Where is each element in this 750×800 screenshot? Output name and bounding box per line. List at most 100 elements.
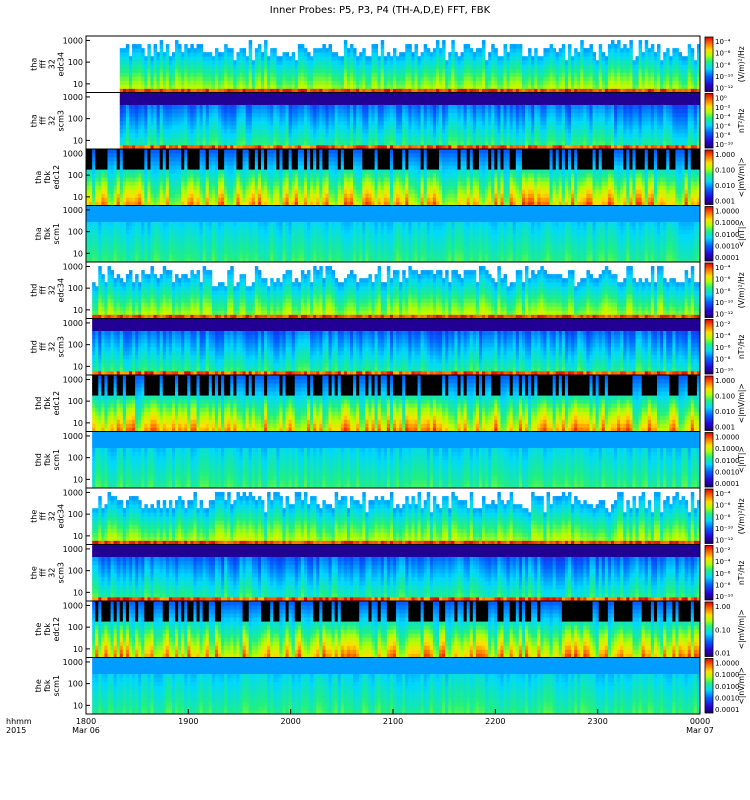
- spectrogram-cell: [491, 105, 494, 109]
- spectrogram-cell: [338, 76, 341, 80]
- spectrogram-cell: [547, 48, 550, 52]
- spectrogram-cell: [448, 137, 451, 141]
- spectrogram-cell: [540, 105, 543, 109]
- spectrogram-cell: [249, 84, 252, 88]
- spectrogram-cell: [224, 72, 227, 76]
- spectrogram-cell: [562, 68, 565, 72]
- spectrogram-cell: [135, 169, 138, 173]
- spectrogram-cell: [289, 76, 292, 80]
- spectrogram-cell: [421, 68, 424, 72]
- spectrogram-cell: [414, 68, 417, 72]
- spectrogram-cell: [669, 56, 672, 60]
- spectrogram-cell: [282, 109, 285, 113]
- spectrogram-cell: [491, 80, 494, 84]
- spectrogram-cell: [236, 56, 239, 60]
- spectrogram-cell: [485, 117, 488, 121]
- spectrogram-cell: [276, 137, 279, 141]
- spectrogram-cell: [332, 84, 335, 88]
- spectrogram-cell: [442, 80, 445, 84]
- spectrogram-cell: [286, 105, 289, 109]
- spectrogram-cell: [138, 169, 141, 173]
- spectrogram-cell: [491, 68, 494, 72]
- spectrogram-cell: [467, 52, 470, 56]
- spectrogram-cell: [375, 93, 378, 97]
- spectrogram-cell: [233, 60, 236, 64]
- spectrogram-cell: [123, 141, 126, 145]
- spectrogram-cell: [586, 84, 589, 88]
- spectrogram-cell: [187, 72, 190, 76]
- spectrogram-cell: [519, 72, 522, 76]
- spectrogram-cell: [679, 93, 682, 97]
- spectrogram-cell: [117, 197, 120, 201]
- spectrogram-cell: [227, 133, 230, 137]
- spectrogram-cell: [454, 56, 457, 60]
- spectrogram-cell: [682, 64, 685, 68]
- spectrogram-cell: [537, 76, 540, 80]
- spectrogram-cell: [286, 117, 289, 121]
- spectrogram-cell: [476, 72, 479, 76]
- spectrogram-cell: [236, 113, 239, 117]
- spectrogram-cell: [138, 117, 141, 121]
- spectrogram-cell: [289, 93, 292, 97]
- spectrogram-cell: [359, 76, 362, 80]
- spectrogram-cell: [623, 105, 626, 109]
- spectrogram-cell: [289, 141, 292, 145]
- spectrogram-cell: [144, 56, 147, 60]
- spectrogram-cell: [488, 68, 491, 72]
- spectrogram-cell: [451, 40, 454, 44]
- spectrogram-cell: [629, 121, 632, 125]
- spectrogram-cell: [411, 80, 414, 84]
- spectrogram-cell: [593, 121, 596, 125]
- spectrogram-cell: [286, 52, 289, 56]
- spectrogram-cell: [654, 137, 657, 141]
- spectrogram-cell: [209, 76, 212, 80]
- spectrogram-cell: [129, 84, 132, 88]
- spectrogram-cell: [651, 76, 654, 80]
- spectrogram-cell: [144, 97, 147, 101]
- spectrogram-cell: [427, 109, 430, 113]
- spectrogram-cell: [135, 137, 138, 141]
- spectrogram-cell: [672, 84, 675, 88]
- spectrogram-cell: [589, 84, 592, 88]
- spectrogram-cell: [313, 60, 316, 64]
- spectrogram-cell: [482, 141, 485, 145]
- spectrogram-cell: [639, 101, 642, 105]
- spectrogram-cell: [540, 97, 543, 101]
- spectrogram-cell: [384, 109, 387, 113]
- spectrogram-cell: [657, 52, 660, 56]
- spectrogram-cell: [344, 109, 347, 113]
- spectrogram-cell: [221, 68, 224, 72]
- spectrogram-cell: [439, 101, 442, 105]
- spectrogram-cell: [104, 181, 107, 185]
- spectrogram-cell: [359, 113, 362, 117]
- spectrogram-cell: [602, 109, 605, 113]
- spectrogram-cell: [298, 93, 301, 97]
- spectrogram-cell: [89, 157, 92, 161]
- spectrogram-cell: [457, 76, 460, 80]
- spectrogram-cell: [332, 109, 335, 113]
- spectrogram-cell: [362, 84, 365, 88]
- spectrogram-cell: [534, 72, 537, 76]
- spectrogram-cell: [620, 80, 623, 84]
- spectrogram-cell: [390, 93, 393, 97]
- spectrogram-cell: [457, 64, 460, 68]
- spectrogram-cell: [510, 109, 513, 113]
- spectrogram-cell: [135, 93, 138, 97]
- spectrogram-cell: [691, 80, 694, 84]
- spectrogram-cell: [215, 97, 218, 101]
- spectrogram-cell: [636, 117, 639, 121]
- spectrogram-cell: [289, 64, 292, 68]
- spectrogram-cell: [669, 137, 672, 141]
- spectrogram-cell: [543, 129, 546, 133]
- spectrogram-cell: [221, 101, 224, 105]
- spectrogram-cell: [654, 121, 657, 125]
- spectrogram-cell: [427, 60, 430, 64]
- spectrogram-cell: [267, 121, 270, 125]
- spectrogram-cell: [396, 101, 399, 105]
- spectrogram-cell: [666, 97, 669, 101]
- spectrogram-cell: [233, 101, 236, 105]
- spectrogram-cell: [568, 44, 571, 48]
- spectrogram-cell: [347, 93, 350, 97]
- spectrogram-cell: [519, 109, 522, 113]
- spectrogram-cell: [528, 80, 531, 84]
